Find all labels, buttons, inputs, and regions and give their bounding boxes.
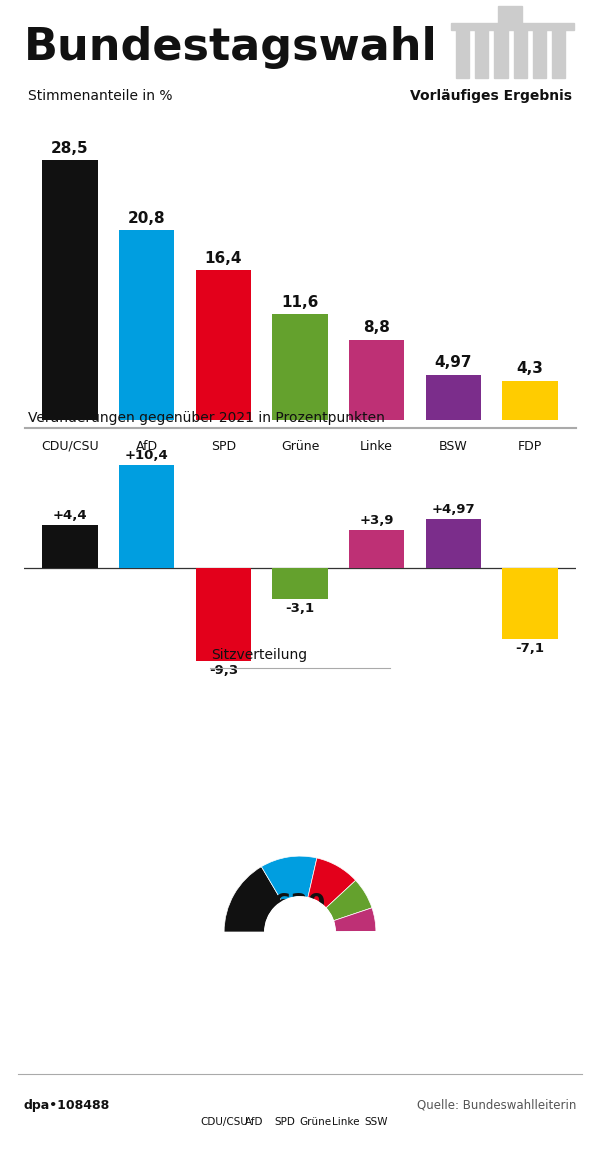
Text: Sitze: Sitze (281, 913, 319, 928)
Bar (43, 524, 98, 568)
Bar (494, 30, 508, 78)
Wedge shape (334, 907, 376, 932)
Bar (514, 30, 527, 78)
Text: 4,3: 4,3 (517, 361, 544, 376)
Text: FDP: FDP (518, 439, 542, 453)
Text: SPD: SPD (211, 439, 236, 453)
Bar (502, 568, 557, 639)
Text: Veränderungen gegenüber 2021 in Prozentpunkten: Veränderungen gegenüber 2021 in Prozentp… (28, 411, 385, 424)
Wedge shape (326, 881, 372, 921)
Text: Linke: Linke (332, 1118, 359, 1127)
Bar (349, 530, 404, 568)
Text: Stimmenanteile in %: Stimmenanteile in % (28, 89, 172, 104)
Bar (498, 6, 522, 23)
Bar (426, 375, 481, 420)
Text: Grüne: Grüne (299, 1118, 331, 1127)
Bar (349, 339, 404, 420)
Text: +4,4: +4,4 (53, 508, 88, 522)
Text: -9,3: -9,3 (209, 664, 238, 676)
Bar (272, 314, 328, 420)
Bar (426, 519, 481, 568)
Wedge shape (308, 858, 356, 908)
Text: CDU/CSU: CDU/CSU (41, 439, 99, 453)
Bar (456, 30, 469, 78)
Text: 16,4: 16,4 (205, 251, 242, 266)
Text: AfD: AfD (136, 439, 158, 453)
Bar (196, 568, 251, 660)
Text: Grüne: Grüne (281, 439, 319, 453)
Bar (43, 160, 98, 420)
Text: SSW: SSW (364, 1118, 388, 1127)
Bar (451, 23, 574, 30)
Bar (272, 568, 328, 599)
Text: -3,1: -3,1 (286, 603, 314, 615)
Text: +4,97: +4,97 (431, 504, 475, 516)
Bar (552, 30, 565, 78)
Text: 4,97: 4,97 (434, 355, 472, 370)
Text: 8,8: 8,8 (363, 320, 390, 335)
Text: 630: 630 (274, 891, 326, 915)
Text: Bundestagswahl: Bundestagswahl (24, 26, 438, 69)
Bar (119, 466, 174, 568)
Text: -7,1: -7,1 (515, 642, 545, 654)
Text: AfD: AfD (245, 1118, 264, 1127)
Text: 20,8: 20,8 (128, 210, 166, 225)
Bar (502, 381, 557, 420)
Wedge shape (262, 856, 317, 902)
Text: Linke: Linke (360, 439, 393, 453)
Text: CDU/CSU: CDU/CSU (200, 1118, 248, 1127)
Text: BSW: BSW (439, 439, 468, 453)
Text: dpa•108488: dpa•108488 (24, 1098, 110, 1112)
Wedge shape (224, 867, 282, 932)
Text: +10,4: +10,4 (125, 450, 169, 462)
Bar (533, 30, 546, 78)
Bar (119, 230, 174, 420)
Text: Quelle: Bundeswahlleiterin: Quelle: Bundeswahlleiterin (416, 1098, 576, 1112)
Text: SPD: SPD (274, 1118, 295, 1127)
Text: Vorläufiges Ergebnis: Vorläufiges Ergebnis (410, 89, 572, 104)
Text: +3,9: +3,9 (359, 514, 394, 527)
Circle shape (265, 897, 335, 967)
Bar (475, 30, 488, 78)
Text: 28,5: 28,5 (51, 140, 89, 155)
Text: Sitzverteilung: Sitzverteilung (211, 647, 308, 662)
Text: 11,6: 11,6 (281, 294, 319, 309)
Bar (196, 270, 251, 420)
